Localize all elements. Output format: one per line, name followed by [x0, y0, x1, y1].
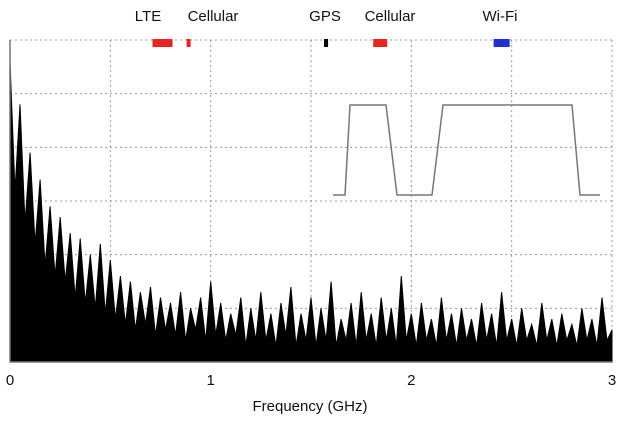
band-marker — [324, 39, 329, 47]
x-axis-label: Frequency (GHz) — [252, 398, 367, 415]
bands: LTE Cellular GPS Cellular Wi-Fi — [135, 8, 518, 47]
filter-shape — [333, 104, 600, 196]
spectrum — [9, 61, 613, 363]
band-marker — [186, 39, 191, 47]
band-label: Cellular — [365, 8, 416, 25]
band-label: GPS — [309, 8, 341, 25]
band-label: Wi-Fi — [483, 8, 518, 25]
x-tick-label: 0 — [6, 372, 14, 389]
band-marker — [152, 39, 173, 47]
band-marker — [493, 39, 510, 47]
plot — [9, 61, 613, 363]
band-marker — [373, 39, 388, 47]
x-tick-label: 1 — [206, 372, 214, 389]
x-tick-label: 2 — [407, 372, 415, 389]
band-label: LTE — [135, 8, 161, 25]
grid — [10, 39, 613, 362]
band-label: Cellular — [188, 8, 239, 25]
x-tick-label: 3 — [608, 372, 616, 389]
